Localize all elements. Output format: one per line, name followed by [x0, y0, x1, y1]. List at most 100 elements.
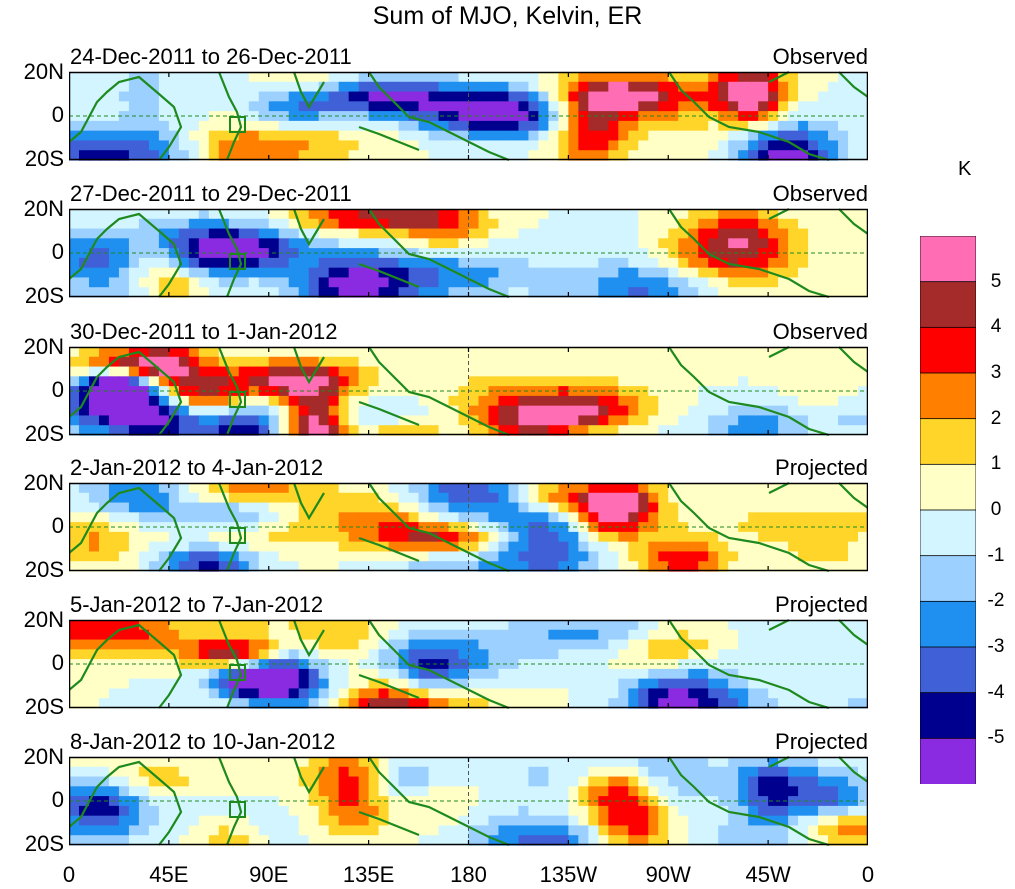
heatmap-cell — [568, 101, 579, 112]
heatmap-cell — [478, 561, 490, 572]
heatmap-cell — [428, 492, 440, 504]
heatmap-cell — [538, 688, 549, 699]
heatmap-cell — [338, 257, 350, 269]
heatmap-cell — [568, 835, 579, 846]
heatmap-cell — [658, 698, 669, 709]
heatmap-cell — [268, 698, 280, 709]
heatmap-cell — [558, 561, 569, 572]
heatmap-cell — [618, 698, 629, 709]
heatmap-cell — [148, 649, 160, 660]
heatmap-cell — [528, 805, 540, 817]
heatmap-cell — [518, 786, 530, 797]
heatmap-cell — [208, 267, 220, 279]
heatmap-cell — [518, 805, 530, 817]
heatmap-cell — [638, 347, 649, 358]
heatmap-cell — [188, 805, 200, 817]
heatmap-cell — [738, 101, 749, 112]
heatmap-cell — [578, 415, 589, 426]
heatmap-cell — [248, 835, 260, 846]
heatmap-cell — [378, 659, 390, 670]
heatmap-cell — [798, 512, 809, 523]
heatmap-cell — [698, 228, 709, 239]
heatmap-cell — [238, 81, 250, 93]
heatmap-cell — [358, 629, 370, 641]
heatmap-cell — [688, 639, 699, 650]
heatmap-cell — [568, 218, 579, 230]
heatmap-cell — [478, 512, 490, 523]
heatmap-cell — [338, 629, 350, 641]
heatmap-cell — [308, 267, 320, 279]
heatmap-cell — [858, 257, 868, 269]
heatmap-cell — [488, 668, 500, 680]
heatmap-cell — [508, 541, 520, 553]
heatmap-cell — [398, 287, 410, 298]
heatmap-cell — [408, 561, 420, 572]
heatmap-cell — [538, 620, 549, 631]
heatmap-cell — [108, 639, 120, 650]
heatmap-cell — [78, 376, 90, 387]
heatmap-cell — [828, 140, 839, 151]
heatmap-cell — [738, 257, 749, 269]
heatmap-cell — [458, 101, 470, 112]
heatmap-cell — [718, 81, 729, 93]
heatmap-cell — [118, 415, 130, 426]
heatmap-cell — [268, 757, 280, 768]
heatmap-cell — [838, 522, 849, 533]
heatmap-cell — [578, 376, 589, 387]
heatmap-cell — [428, 776, 440, 787]
heatmap-cell — [808, 101, 819, 112]
heatmap-cell — [98, 629, 110, 641]
heatmap-cell — [458, 72, 470, 83]
coastline — [368, 482, 510, 572]
heatmap-cell — [568, 347, 579, 358]
heatmap-cell — [418, 561, 430, 572]
heatmap-cell — [178, 81, 190, 93]
heatmap-cell — [828, 257, 839, 269]
y-tick-label: 20S — [24, 283, 64, 308]
heatmap-cell — [268, 668, 280, 680]
heatmap-cell — [858, 629, 868, 641]
heatmap-cell — [228, 639, 240, 650]
heatmap-cell — [848, 502, 859, 513]
heatmap-cell — [798, 796, 809, 807]
heatmap-cell — [208, 531, 220, 543]
heatmap-cell — [488, 531, 500, 543]
heatmap-cell — [638, 425, 649, 436]
heatmap-cell — [238, 688, 250, 699]
heatmap-cell — [388, 766, 400, 778]
heatmap-cell — [748, 140, 759, 151]
heatmap-cell — [488, 766, 500, 778]
heatmap-cell — [498, 551, 510, 562]
heatmap-cell — [848, 825, 859, 836]
heatmap-cell — [748, 287, 759, 298]
heatmap-cell — [558, 825, 569, 836]
heatmap-cell — [818, 522, 829, 533]
heatmap-cell — [318, 81, 330, 93]
heatmap-cell — [428, 835, 440, 846]
heatmap-cell — [69, 120, 80, 132]
heatmap-cell — [188, 796, 200, 807]
heatmap-cell — [298, 541, 310, 553]
heatmap-cell — [558, 140, 569, 151]
y-tick-label: 0 — [51, 650, 64, 675]
heatmap-cell — [828, 688, 839, 699]
heatmap-cell — [69, 347, 80, 358]
heatmap-cell — [588, 209, 599, 220]
heatmap-cell — [408, 668, 420, 680]
heatmap-cell — [158, 492, 170, 504]
heatmap-cell — [208, 356, 220, 368]
heatmap-cell — [728, 405, 739, 417]
heatmap-cell — [648, 531, 659, 543]
heatmap-cell — [508, 415, 520, 426]
heatmap-cell — [718, 668, 729, 680]
heatmap-cell — [858, 347, 868, 358]
heatmap-cell — [648, 72, 659, 83]
heatmap-cell — [288, 698, 300, 709]
heatmap-cell — [428, 347, 440, 358]
heatmap-cell — [218, 238, 230, 249]
heatmap-cell — [618, 366, 629, 377]
heatmap-cell — [388, 815, 400, 827]
coastline — [768, 208, 790, 220]
heatmap-cell — [208, 698, 220, 709]
heatmap-cell — [818, 786, 829, 797]
